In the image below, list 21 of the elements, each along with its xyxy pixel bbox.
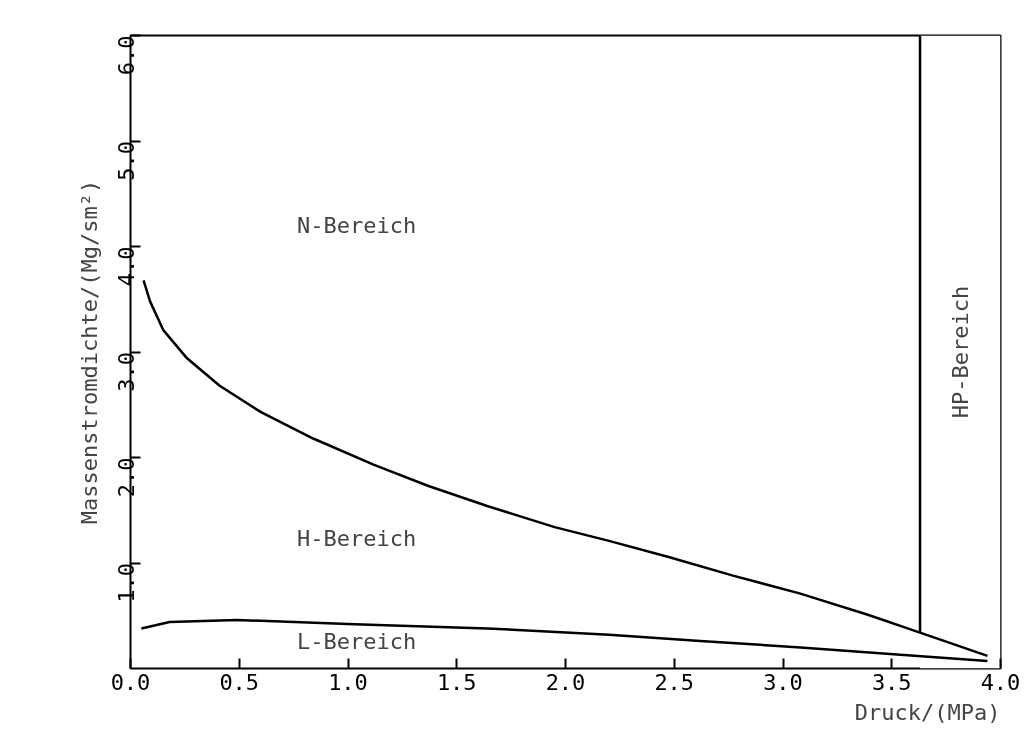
y-tick-label: 3.0 [113, 351, 139, 392]
x-tick-label: 1.0 [328, 669, 368, 695]
x-tick-label: 2.5 [654, 669, 695, 695]
x-tick-label: 0.5 [219, 669, 260, 695]
y-tick-label: 4.0 [113, 246, 139, 287]
x-axis-title: Druck/(MPa) [854, 699, 1001, 725]
y-tick-label: 6.0 [113, 35, 139, 76]
annotation: L-Bereich [297, 628, 417, 654]
annotation: H-Bereich [297, 526, 417, 552]
y-tick-label: 5.0 [113, 140, 139, 181]
x-tick-label: 3.0 [763, 669, 803, 695]
band-label: HP-Bereich [947, 285, 973, 419]
x-tick-label: 1.5 [436, 669, 477, 695]
x-tick-label: 3.5 [871, 669, 912, 695]
x-tick-label: 4.0 [980, 669, 1021, 695]
x-tick-label: 0.0 [110, 669, 151, 695]
y-tick-label: 1.0 [113, 562, 139, 603]
y-axis-title: Massenstromdichte/(Mg/sm²) [76, 179, 102, 525]
y-tick-label: 2.0 [113, 457, 139, 498]
x-tick-label: 2.0 [545, 669, 586, 695]
annotation: N-Bereich [297, 212, 417, 238]
